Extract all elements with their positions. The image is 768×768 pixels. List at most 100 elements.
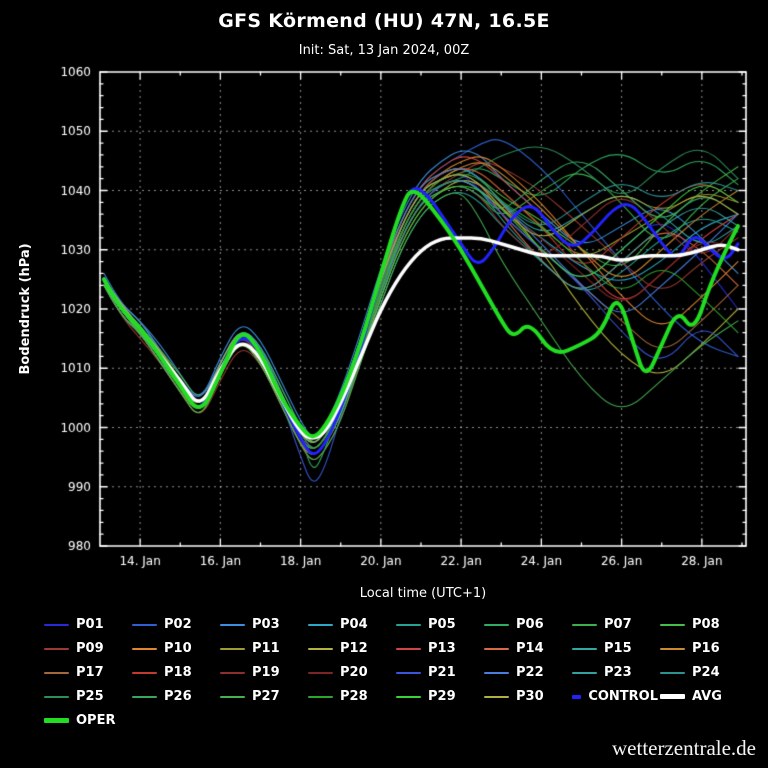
legend-swatch-p16 [660, 647, 685, 650]
legend-swatch-avg [660, 694, 685, 699]
chart-area: Bodendruck (hPa) [0, 64, 768, 584]
legend-item-p27: P27 [220, 689, 306, 704]
legend-swatch-p13 [396, 647, 421, 650]
legend-label-p17: P17 [76, 665, 104, 680]
legend-swatch-p26 [132, 695, 157, 698]
legend-swatch-p14 [484, 647, 509, 650]
legend-swatch-p22 [484, 671, 509, 674]
legend-label-p11: P11 [252, 641, 280, 656]
legend: P01 P02 P03 P04 P05 P06 P07 P08 P09 P10 P11 P12 P13 P… [44, 617, 768, 728]
legend-item-p19: P19 [220, 665, 306, 680]
legend-label-p22: P22 [516, 665, 544, 680]
legend-item-p04: P04 [308, 617, 394, 632]
legend-item-p28: P28 [308, 689, 394, 704]
legend-item-p01: P01 [44, 617, 130, 632]
legend-item-p08: P08 [660, 617, 746, 632]
legend-label-p25: P25 [76, 689, 104, 704]
legend-swatch-p20 [308, 671, 333, 674]
legend-label-p14: P14 [516, 641, 544, 656]
legend-swatch-p12 [308, 647, 333, 650]
legend-label-p02: P02 [164, 617, 192, 632]
legend-label-p26: P26 [164, 689, 192, 704]
legend-label-p21: P21 [428, 665, 456, 680]
legend-item-p17: P17 [44, 665, 130, 680]
legend-swatch-p03 [220, 623, 245, 626]
legend-swatch-p10 [132, 647, 157, 650]
legend-item-p26: P26 [132, 689, 218, 704]
legend-item-p21: P21 [396, 665, 482, 680]
watermark: wetterzentrale.de [612, 736, 756, 760]
page-title: GFS Körmend (HU) 47N, 16.5E [218, 10, 550, 32]
x-axis-label: Local time (UTC+1) [359, 586, 487, 601]
init-subtitle: Init: Sat, 13 Jan 2024, 00Z [298, 43, 470, 58]
legend-label-p28: P28 [340, 689, 368, 704]
legend-label-avg: AVG [692, 689, 722, 704]
legend-item-p09: P09 [44, 641, 130, 656]
legend-item-p07: P07 [572, 617, 658, 632]
y-axis-label: Bodendruck (hPa) [18, 243, 33, 375]
legend-swatch-p30 [484, 695, 509, 698]
legend-swatch-p19 [220, 671, 245, 674]
legend-label-oper: OPER [76, 713, 116, 728]
legend-item-p20: P20 [308, 665, 394, 680]
legend-label-p13: P13 [428, 641, 456, 656]
legend-label-p30: P30 [516, 689, 544, 704]
legend-item-p22: P22 [484, 665, 570, 680]
legend-swatch-p18 [132, 671, 157, 674]
legend-swatch-p06 [484, 623, 509, 626]
legend-item-avg: AVG [660, 689, 746, 704]
legend-swatch-p24 [660, 671, 685, 674]
legend-label-p16: P16 [692, 641, 720, 656]
legend-item-p05: P05 [396, 617, 482, 632]
legend-swatch-p29 [396, 695, 421, 698]
legend-item-oper: OPER [44, 713, 130, 728]
legend-item-p30: P30 [484, 689, 570, 704]
legend-item-p12: P12 [308, 641, 394, 656]
legend-label-p15: P15 [604, 641, 632, 656]
legend-label-control: CONTROL [588, 689, 658, 704]
legend-item-p14: P14 [484, 641, 570, 656]
legend-item-control: CONTROL [572, 689, 658, 704]
legend-swatch-p09 [44, 647, 69, 650]
legend-swatch-p17 [44, 671, 69, 674]
legend-swatch-p23 [572, 671, 597, 674]
legend-item-p13: P13 [396, 641, 482, 656]
chart-header: GFS Körmend (HU) 47N, 16.5E Init: Sat, 1… [0, 0, 768, 58]
pressure-ensemble-chart [0, 64, 768, 584]
legend-label-p20: P20 [340, 665, 368, 680]
legend-swatch-p05 [396, 623, 421, 626]
legend-item-p24: P24 [660, 665, 746, 680]
legend-swatch-p27 [220, 695, 245, 698]
legend-label-p08: P08 [692, 617, 720, 632]
legend-swatch-p28 [308, 695, 333, 698]
legend-label-p12: P12 [340, 641, 368, 656]
footer: wetterzentrale.de [0, 728, 768, 761]
legend-label-p23: P23 [604, 665, 632, 680]
legend-swatch-p07 [572, 623, 597, 626]
legend-label-p03: P03 [252, 617, 280, 632]
legend-swatch-p15 [572, 647, 597, 650]
legend-swatch-p25 [44, 695, 69, 698]
legend-item-p23: P23 [572, 665, 658, 680]
legend-label-p09: P09 [76, 641, 104, 656]
legend-swatch-oper [44, 718, 69, 723]
legend-swatch-p21 [396, 671, 421, 674]
legend-item-p10: P10 [132, 641, 218, 656]
legend-item-p06: P06 [484, 617, 570, 632]
legend-label-p05: P05 [428, 617, 456, 632]
legend-item-p29: P29 [396, 689, 482, 704]
legend-swatch-p11 [220, 647, 245, 650]
legend-swatch-control [572, 694, 582, 699]
legend-label-p10: P10 [164, 641, 192, 656]
legend-label-p19: P19 [252, 665, 280, 680]
legend-item-p15: P15 [572, 641, 658, 656]
legend-label-p24: P24 [692, 665, 720, 680]
legend-swatch-p08 [660, 623, 685, 626]
legend-label-p18: P18 [164, 665, 192, 680]
legend-item-p16: P16 [660, 641, 746, 656]
legend-label-p01: P01 [76, 617, 104, 632]
legend-label-p06: P06 [516, 617, 544, 632]
legend-item-p02: P02 [132, 617, 218, 632]
legend-item-p25: P25 [44, 689, 130, 704]
legend-swatch-p02 [132, 623, 157, 626]
